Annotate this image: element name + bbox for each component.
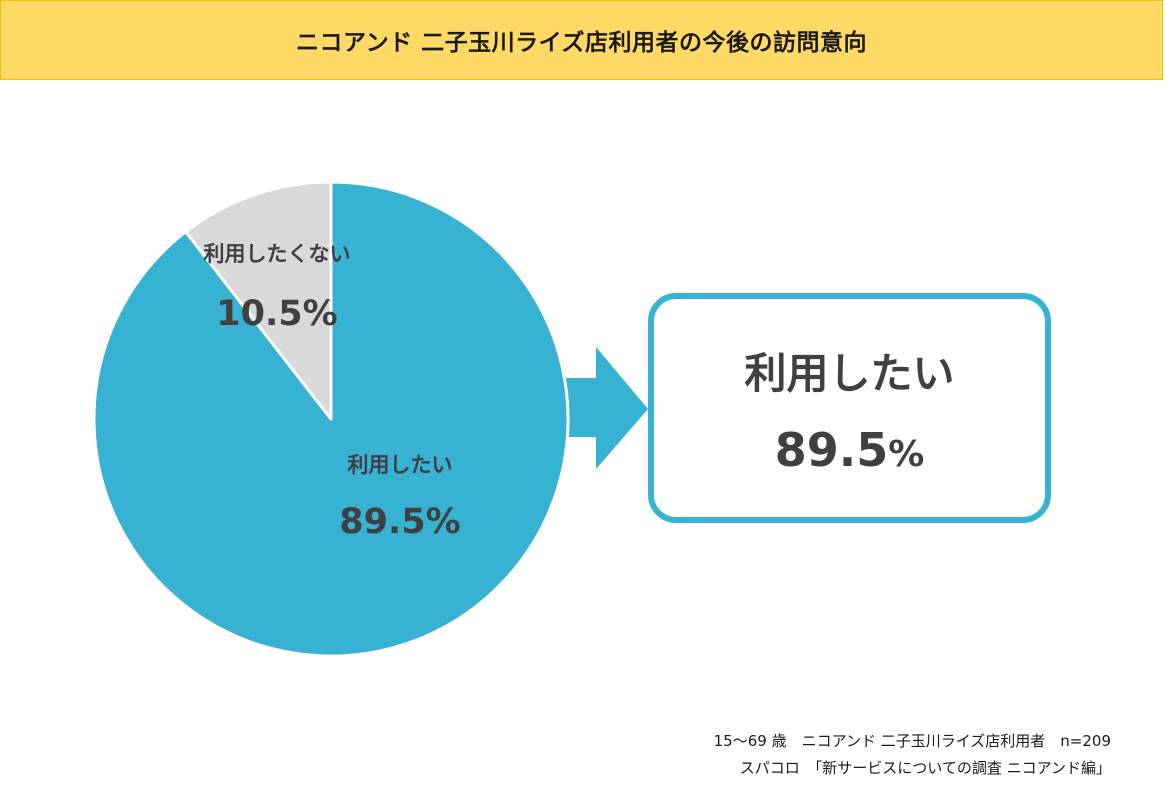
arrow-shape (563, 347, 648, 469)
slice-label-1: 利用したくない (204, 242, 351, 266)
slice-value-1: 10.5% (216, 294, 337, 334)
title-banner: ニコアンド 二子玉川ライズ店利用者の今後の訪問意向 (0, 0, 1163, 80)
callout-number: 89.5 (774, 422, 889, 477)
chart-title: ニコアンド 二子玉川ライズ店利用者の今後の訪問意向 (296, 30, 867, 56)
source-line-2: スパコロ 「新サービスについての調査 ニコアンド編」 (739, 759, 1111, 777)
pie-slice-1 (184, 180, 333, 421)
slice-label-0: 利用したい (348, 453, 453, 477)
highlight-callout: 利用したい 89.5% (648, 293, 1051, 523)
callout-value: 89.5% (775, 423, 925, 477)
source-line-1: 15～69 歳 ニコアンド 二子玉川ライズ店利用者 n=209 (713, 732, 1111, 750)
callout-label: 利用したい (744, 348, 955, 398)
slice-value-0: 89.5% (339, 502, 460, 542)
callout-unit: % (888, 433, 925, 475)
source-note: 15～69 歳 ニコアンド 二子玉川ライズ店利用者 n=209 スパコロ 「新サ… (714, 728, 1111, 782)
